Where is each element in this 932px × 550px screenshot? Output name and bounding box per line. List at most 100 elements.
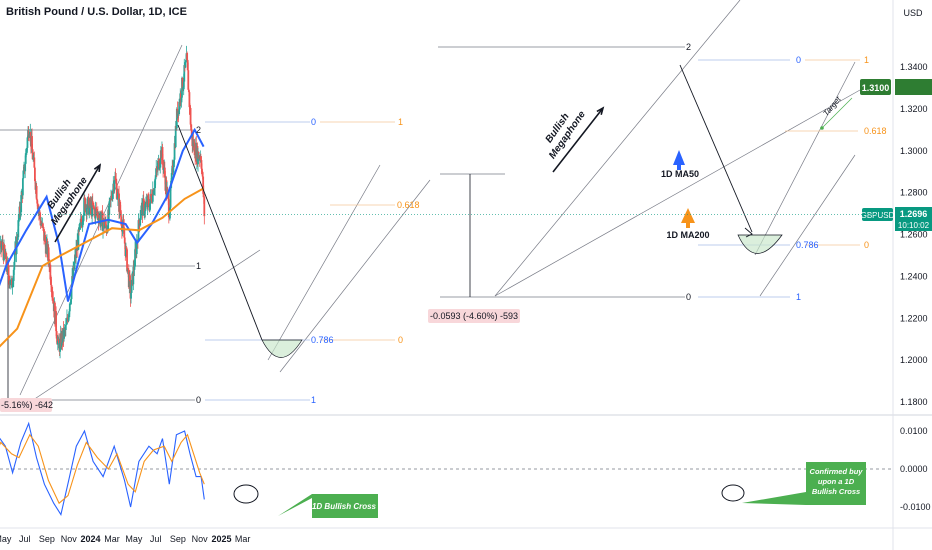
candle-body[interactable] (35, 185, 38, 200)
candle-body[interactable] (33, 157, 36, 168)
candle-body[interactable] (7, 265, 10, 276)
candle-body[interactable] (84, 198, 87, 211)
candle-body[interactable] (157, 162, 159, 170)
candle-body[interactable] (113, 181, 116, 190)
candle-body[interactable] (199, 156, 202, 161)
candle-body[interactable] (27, 130, 30, 138)
candle-body[interactable] (12, 280, 15, 285)
candle-body[interactable] (25, 150, 28, 154)
candle-body[interactable] (140, 205, 143, 214)
candle-body[interactable] (189, 107, 192, 125)
candle-body[interactable] (116, 198, 119, 199)
candle-body[interactable] (167, 193, 170, 200)
candle-body[interactable] (186, 60, 189, 71)
candle-body[interactable] (5, 253, 8, 267)
candle-body[interactable] (72, 265, 75, 278)
candle-body[interactable] (83, 197, 86, 199)
candle-body[interactable] (49, 264, 52, 280)
candle-body[interactable] (203, 197, 206, 217)
candle-body[interactable] (158, 158, 160, 170)
candle-body[interactable] (185, 59, 187, 63)
candle-body[interactable] (55, 331, 58, 339)
candle-body[interactable] (162, 159, 165, 170)
candle-body[interactable] (147, 199, 150, 207)
candle-body[interactable] (45, 243, 48, 254)
candle-body[interactable] (55, 311, 57, 332)
candle-body[interactable] (193, 142, 196, 156)
candle-body[interactable] (56, 340, 59, 345)
candle-body[interactable] (17, 220, 20, 238)
candle-body[interactable] (20, 195, 23, 213)
candle-body[interactable] (145, 202, 147, 204)
candle-body[interactable] (172, 166, 175, 173)
candle-body[interactable] (71, 276, 74, 287)
candle-body[interactable] (173, 159, 175, 167)
candle-body[interactable] (187, 89, 190, 93)
candle-body[interactable] (142, 198, 144, 216)
candle-body[interactable] (91, 201, 94, 207)
candle-body[interactable] (9, 279, 12, 285)
candle-body[interactable] (120, 216, 123, 226)
candle-body[interactable] (169, 207, 171, 219)
candle-body[interactable] (94, 208, 97, 219)
candle-body[interactable] (189, 107, 191, 108)
candle-body[interactable] (169, 186, 172, 208)
candle-body[interactable] (16, 237, 19, 241)
candle-body[interactable] (190, 124, 193, 131)
candle-body[interactable] (180, 97, 183, 101)
candle-body[interactable] (65, 324, 68, 326)
candle-body[interactable] (88, 205, 91, 215)
candle-body[interactable] (86, 207, 88, 215)
candle-body[interactable] (51, 291, 53, 293)
candle-body[interactable] (123, 237, 126, 244)
candle-body[interactable] (70, 299, 72, 303)
candle-body[interactable] (50, 279, 52, 285)
candle-body[interactable] (98, 217, 100, 223)
candle-body[interactable] (179, 93, 182, 101)
candle-body[interactable] (119, 201, 122, 213)
candle-body[interactable] (64, 325, 67, 330)
candle-body[interactable] (67, 314, 70, 321)
candle-body[interactable] (95, 208, 98, 209)
candle-body[interactable] (11, 284, 14, 288)
candle-body[interactable] (68, 303, 71, 312)
candle-body[interactable] (111, 190, 114, 200)
candle-body[interactable] (130, 280, 133, 293)
candle-body[interactable] (105, 226, 108, 233)
candle-body[interactable] (34, 181, 37, 190)
candle-body[interactable] (63, 328, 65, 339)
candle-body[interactable] (91, 201, 94, 217)
candle-body[interactable] (108, 201, 111, 215)
candle-body[interactable] (102, 223, 104, 231)
candle-body[interactable] (115, 179, 118, 184)
candle-body[interactable] (43, 229, 45, 241)
candle-body[interactable] (93, 209, 96, 211)
candle-body[interactable] (66, 317, 68, 325)
candle-body[interactable] (114, 176, 117, 180)
candle-body[interactable] (82, 221, 84, 223)
candle-body[interactable] (3, 245, 6, 254)
candle-body[interactable] (187, 70, 190, 90)
candle-body[interactable] (77, 229, 80, 250)
candle-body[interactable] (13, 261, 16, 270)
candle-body[interactable] (130, 292, 132, 299)
candle-body[interactable] (149, 194, 152, 204)
candle-body[interactable] (163, 167, 166, 178)
candle-body[interactable] (79, 222, 82, 225)
candle-body[interactable] (81, 222, 84, 227)
candle-body[interactable] (146, 196, 149, 208)
candle-body[interactable] (34, 167, 36, 182)
candle-body[interactable] (0, 244, 3, 250)
candle-body[interactable] (26, 137, 29, 148)
candle-body[interactable] (22, 170, 25, 179)
candle-body[interactable] (68, 311, 71, 315)
candle-body[interactable] (24, 163, 27, 172)
candle-body[interactable] (32, 158, 35, 160)
candle-body[interactable] (75, 247, 78, 259)
candle-body[interactable] (147, 196, 150, 200)
candle-body[interactable] (125, 247, 127, 256)
candle-body[interactable] (155, 168, 158, 176)
candle-body[interactable] (170, 173, 173, 184)
candle-body[interactable] (69, 302, 72, 304)
candle-body[interactable] (66, 317, 69, 320)
